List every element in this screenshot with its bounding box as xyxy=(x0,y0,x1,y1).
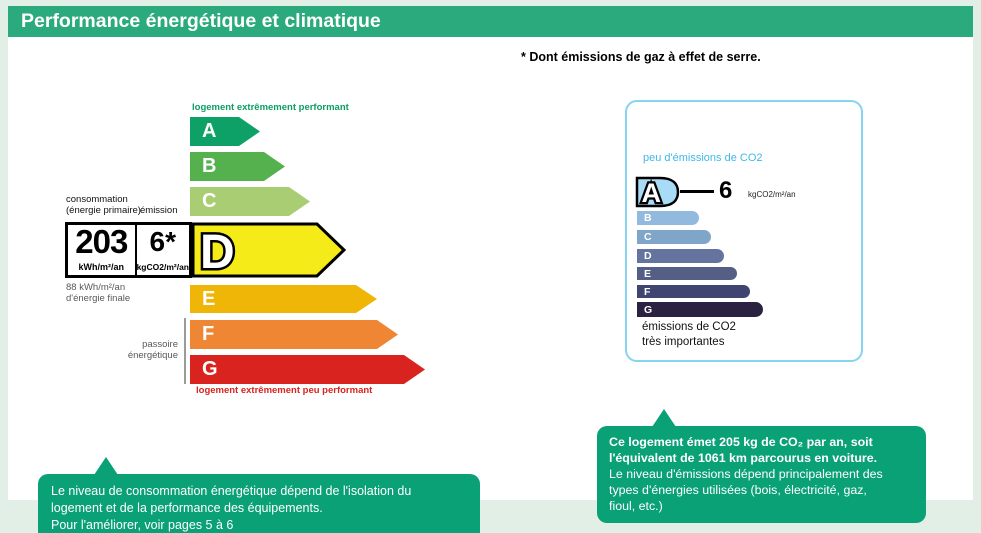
emission-label: émission xyxy=(140,205,178,216)
ghg-footnote: * Dont émissions de gaz à effet de serre… xyxy=(521,50,761,64)
co2-tooltip-line2: types d'énergies utilisées (bois, électr… xyxy=(609,483,867,497)
energy-class-letter: C xyxy=(202,190,217,212)
co2-badge-shape xyxy=(635,176,680,208)
co2-tooltip-line1: Le niveau d'émissions dépend principalem… xyxy=(609,467,883,481)
energy-class-arrow-f: F xyxy=(190,320,398,349)
co2-class-bar-g: G xyxy=(637,302,763,317)
co2-class-letter: D xyxy=(644,250,652,262)
page-title: Performance énergétique et climatique xyxy=(8,6,973,37)
co2-class-bar-b: B xyxy=(637,211,699,225)
current-class-arrow-shape xyxy=(191,222,347,278)
energy-tooltip-pointer xyxy=(94,457,118,475)
passoire-label: passoire énergétique xyxy=(100,339,178,361)
final-energy-line1: 88 kWh/m²/an xyxy=(66,282,126,293)
consumption-cell: 203 kWh/m²/an xyxy=(68,225,137,275)
energy-class-letter: G xyxy=(202,358,218,380)
co2-class-letter: E xyxy=(644,267,652,280)
energy-class-letter: E xyxy=(202,287,216,310)
consumption-value: 203 xyxy=(75,223,128,260)
consumption-label-line1: consommation xyxy=(66,194,128,205)
energy-reading-box: 203 kWh/m²/an 6* kgCO2/m²/an xyxy=(65,222,192,278)
passoire-line1: passoire xyxy=(142,339,178,350)
co2-tooltip: Ce logement émet 205 kg de CO₂ par an, s… xyxy=(597,426,926,523)
final-energy-line2: d'énergie finale xyxy=(66,293,131,304)
co2-class-letter: F xyxy=(644,285,651,298)
co2-class-bar-c: C xyxy=(637,230,711,244)
emission-value: 6* xyxy=(149,226,177,257)
energy-tooltip-line1: Le niveau de consommation énergétique dé… xyxy=(51,484,412,498)
emission-unit: kgCO2/m²/an xyxy=(136,262,189,272)
final-energy-label: 88 kWh/m²/an d'énergie finale xyxy=(66,282,130,304)
co2-high-label-line2: très importantes xyxy=(642,336,725,348)
co2-high-emissions-label: émissions de CO2 très importantes xyxy=(642,320,736,350)
passoire-bracket-line xyxy=(184,318,186,384)
energy-class-arrow-d-current: D xyxy=(191,222,347,278)
co2-value-unit: kgCO2/m²/an xyxy=(748,190,796,199)
emission-cell: 6* kgCO2/m²/an xyxy=(137,225,189,275)
consumption-unit: kWh/m²/an xyxy=(78,262,125,272)
energy-class-letter: F xyxy=(202,323,215,345)
co2-value: 6 xyxy=(719,177,733,204)
current-energy-class-letter: D xyxy=(200,226,235,278)
consumption-label: consommation (énergie primaire) xyxy=(66,194,141,216)
co2-tooltip-line3: fioul, etc.) xyxy=(609,499,663,513)
energy-class-arrow-g: G xyxy=(190,355,425,384)
passoire-line2: énergétique xyxy=(127,350,178,361)
energy-class-arrow-c: C xyxy=(190,187,310,216)
co2-class-bar-e: E xyxy=(637,267,737,280)
energy-tooltip-line2: logement et de la performance des équipe… xyxy=(51,501,323,515)
co2-tooltip-pointer xyxy=(652,409,676,427)
co2-low-emissions-label: peu d'émissions de CO2 xyxy=(643,152,763,164)
co2-class-letter: B xyxy=(644,212,652,224)
current-co2-class-letter: A xyxy=(642,178,662,208)
co2-high-label-line1: émissions de CO2 xyxy=(642,321,736,333)
energy-class-arrow-b: B xyxy=(190,152,285,181)
energy-tooltip-line3: Pour l'améliorer, voir pages 5 à 6 xyxy=(51,518,234,532)
co2-tooltip-bold-line2: l'équivalent de 1061 km parcourus en voi… xyxy=(609,451,878,465)
energy-scale-bottom-label: logement extrêmement peu performant xyxy=(196,385,373,396)
energy-tooltip: Le niveau de consommation énergétique dé… xyxy=(38,474,480,533)
co2-tooltip-bold-line1: Ce logement émet 205 kg de CO₂ par an, s… xyxy=(609,435,873,449)
co2-class-badge-a-current: A xyxy=(635,176,680,208)
energy-class-arrow-e: E xyxy=(190,285,377,313)
consumption-label-line2: (énergie primaire) xyxy=(66,204,141,216)
energy-class-letter: B xyxy=(202,155,217,177)
co2-class-letter: C xyxy=(644,231,652,243)
energy-class-letter: A xyxy=(202,120,217,142)
co2-value-connector-line xyxy=(680,190,714,193)
co2-class-letter: G xyxy=(644,303,653,316)
co2-class-bar-d: D xyxy=(637,249,724,263)
co2-class-bar-f: F xyxy=(637,285,750,298)
energy-scale-top-label: logement extrêmement performant xyxy=(192,102,349,113)
